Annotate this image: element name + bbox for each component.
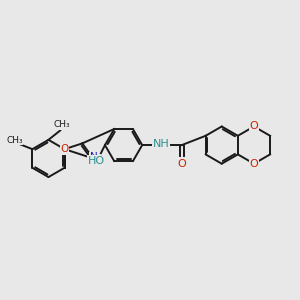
Text: NH: NH <box>153 139 169 149</box>
Text: O: O <box>250 122 258 131</box>
Text: O: O <box>178 159 187 169</box>
Text: CH₃: CH₃ <box>6 136 23 145</box>
Text: HO: HO <box>88 156 105 166</box>
Text: O: O <box>250 159 258 169</box>
Text: N: N <box>90 152 98 162</box>
Text: O: O <box>60 145 68 154</box>
Text: CH₃: CH₃ <box>54 121 70 130</box>
